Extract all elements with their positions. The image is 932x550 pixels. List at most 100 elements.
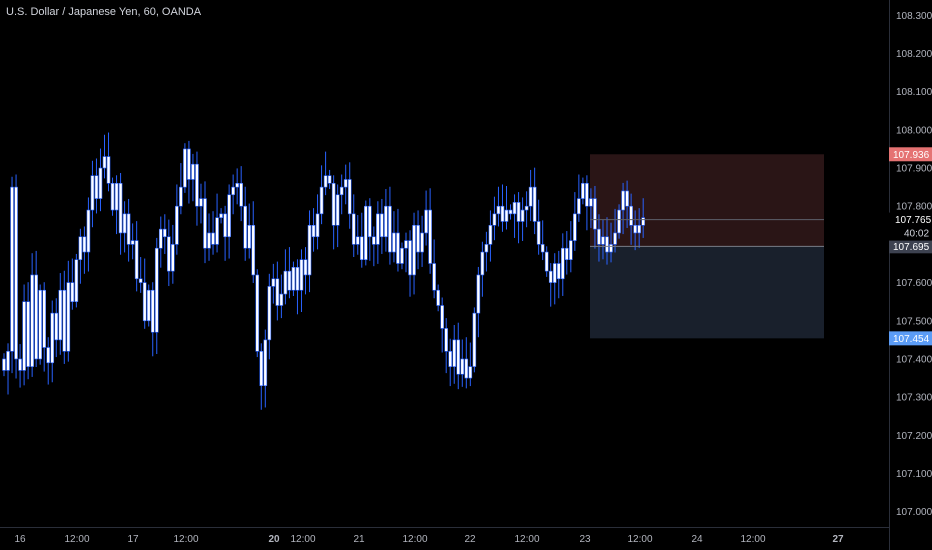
candle-body	[621, 190, 625, 211]
candle-body	[303, 259, 308, 276]
candle-body	[524, 205, 529, 211]
candle-body	[613, 232, 617, 245]
candle-body	[601, 236, 605, 245]
candle-body	[283, 270, 288, 295]
candle-body	[388, 205, 392, 253]
candle-body	[460, 358, 465, 375]
candle-body	[569, 240, 573, 260]
candle-body	[203, 198, 207, 249]
candle-body	[532, 186, 537, 222]
candle-body	[633, 225, 637, 234]
candle-body	[199, 198, 203, 207]
candle-body	[520, 209, 525, 222]
candle-body	[219, 213, 223, 218]
candle-body	[295, 267, 300, 291]
price-tick-label: 108.300	[896, 11, 932, 22]
candle-body	[456, 339, 461, 375]
candle-body	[38, 289, 42, 360]
candle-body	[629, 205, 633, 226]
candle-body	[146, 289, 151, 322]
candle-body	[299, 259, 304, 291]
candle-body	[183, 148, 187, 188]
candle-body	[641, 217, 645, 226]
candle-body	[560, 247, 565, 280]
price-tick-label: 107.900	[896, 164, 932, 175]
candle-body	[42, 289, 47, 348]
candle-body	[251, 225, 256, 276]
candle-body	[468, 366, 473, 379]
candle-body	[50, 312, 55, 364]
candle-body	[368, 205, 372, 238]
candle-body	[428, 209, 432, 264]
take-profit-zone	[590, 246, 824, 339]
candle-body	[492, 213, 497, 226]
price-tick-label: 107.600	[896, 278, 932, 289]
candle-body	[223, 213, 227, 238]
candle-body	[259, 351, 264, 387]
candle-body	[581, 183, 585, 199]
candle-body	[585, 183, 589, 207]
candle-body	[496, 205, 501, 215]
candle-body	[552, 263, 557, 283]
candle-body	[14, 186, 18, 360]
candle-body	[573, 213, 577, 241]
candle-body	[134, 240, 139, 280]
candle-body	[544, 251, 549, 272]
candle-body	[175, 205, 179, 245]
candle-body	[98, 167, 103, 199]
position-zones	[590, 154, 824, 339]
candle-body	[291, 267, 296, 291]
bar-countdown-badge: 40:02	[904, 229, 929, 240]
candle-body	[90, 175, 95, 211]
candle-body	[10, 186, 14, 352]
candle-body	[464, 358, 469, 379]
candle-body	[548, 270, 553, 283]
candle-body	[440, 305, 444, 329]
candle-body	[287, 270, 292, 291]
candle-body	[235, 183, 239, 188]
candle-body	[255, 274, 260, 352]
take-profit-badge-bg	[889, 331, 932, 346]
candle-body	[247, 225, 252, 249]
price-tick-label: 108.200	[896, 49, 932, 60]
time-tick-label: 20	[268, 534, 280, 545]
candle-body	[384, 205, 388, 238]
candle-body	[122, 213, 127, 234]
candle-body	[380, 213, 384, 238]
candle-body	[26, 301, 30, 367]
candle-body	[637, 225, 641, 234]
candle-body	[315, 213, 320, 238]
candle-body	[476, 274, 481, 314]
candle-body	[163, 228, 167, 238]
candle-body	[540, 244, 545, 253]
candle-body	[444, 328, 449, 352]
candle-body	[335, 194, 340, 226]
candle-body	[416, 225, 420, 253]
candle-body	[18, 358, 22, 371]
candle-body	[239, 183, 243, 207]
time-axis[interactable]: 16 12:00 17 12:00 20 12:00 21 12:00 22 12:00 23 12:…	[14, 534, 844, 545]
candle-body	[420, 232, 424, 253]
time-tick-label: 12:00	[514, 534, 539, 545]
candle-body	[195, 163, 199, 207]
current-price-badge: 107.765	[895, 215, 932, 226]
candle-body	[275, 278, 280, 306]
candle-body	[267, 286, 272, 341]
current-price-badge-bg	[889, 212, 932, 241]
symbol-title[interactable]: U.S. Dollar / Japanese Yen, 60, OANDA	[6, 6, 202, 18]
candle-body	[363, 205, 368, 260]
position-lines	[590, 219, 824, 247]
candle-body	[331, 183, 336, 226]
candle-body	[376, 213, 380, 245]
time-tick-label: 12:00	[64, 534, 89, 545]
time-tick-label: 24	[691, 534, 703, 545]
price-axis[interactable]: 108.300 108.200 108.100 108.000 107.900 107.8…	[896, 11, 932, 518]
candle-body	[106, 156, 111, 184]
candle-body	[118, 183, 123, 234]
candle-body	[142, 282, 147, 322]
candle-body	[227, 194, 231, 238]
candle-body	[400, 247, 404, 264]
price-tick-label: 107.400	[896, 354, 932, 365]
candle-body	[58, 289, 63, 341]
